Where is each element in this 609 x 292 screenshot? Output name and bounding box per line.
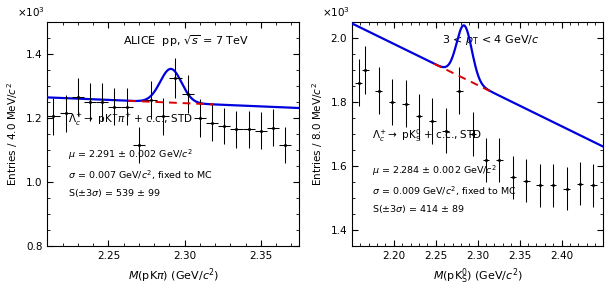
- X-axis label: $M$(pK$\pi$) (GeV/$c^{2}$): $M$(pK$\pi$) (GeV/$c^{2}$): [127, 267, 219, 286]
- Text: $\mu$ = 2.284 $\pm$ 0.002 GeV/$c^{2}$
$\sigma$ = 0.009 GeV/$c^{2}$, fixed to MC
: $\mu$ = 2.284 $\pm$ 0.002 GeV/$c^{2}$ $\…: [372, 163, 516, 215]
- Text: $\times10^{3}$: $\times10^{3}$: [17, 6, 45, 19]
- X-axis label: $M$(pK$^{0}_{\mathrm{S}}$) (GeV/$c^{2}$): $M$(pK$^{0}_{\mathrm{S}}$) (GeV/$c^{2}$): [432, 267, 523, 286]
- Text: $\times10^{3}$: $\times10^{3}$: [322, 6, 350, 19]
- Text: $\Lambda_{c}^{+} \to$ pK$^{-}\pi^{+}$ + c.c., STD: $\Lambda_{c}^{+} \to$ pK$^{-}\pi^{+}$ + …: [68, 112, 192, 128]
- Y-axis label: Entries / 8.0 MeV/$c^{2}$: Entries / 8.0 MeV/$c^{2}$: [310, 82, 325, 186]
- Y-axis label: Entries / 4.0 MeV/$c^{2}$: Entries / 4.0 MeV/$c^{2}$: [5, 82, 20, 186]
- Text: ALICE  pp, $\sqrt{s}$ = 7 TeV: ALICE pp, $\sqrt{s}$ = 7 TeV: [123, 33, 248, 48]
- Text: 3 < $p_{\mathrm{T}}$ < 4 GeV/$c$: 3 < $p_{\mathrm{T}}$ < 4 GeV/$c$: [442, 33, 539, 47]
- Text: $\mu$ = 2.291 $\pm$ 0.002 GeV/$c^{2}$
$\sigma$ = 0.007 GeV/$c^{2}$, fixed to MC
: $\mu$ = 2.291 $\pm$ 0.002 GeV/$c^{2}$ $\…: [68, 147, 212, 199]
- Text: $\Lambda_{c}^{+} \to$ pK$^{0}_{\mathrm{S}}$ + c.c., STD: $\Lambda_{c}^{+} \to$ pK$^{0}_{\mathrm{S…: [372, 127, 482, 144]
